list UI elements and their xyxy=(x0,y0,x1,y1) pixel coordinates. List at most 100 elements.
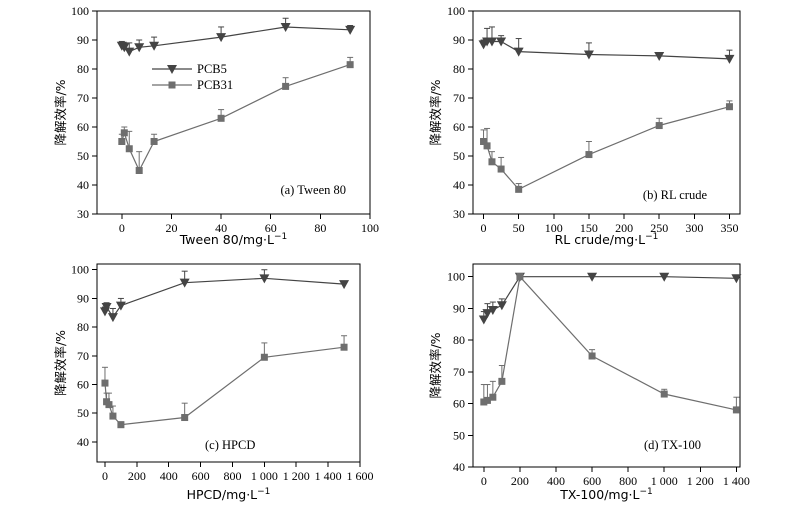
x-tick-label: 400 xyxy=(160,469,178,483)
x-tick-label: 0 xyxy=(481,474,487,488)
x-tick-label: 150 xyxy=(580,221,598,235)
data-point xyxy=(216,33,227,43)
y-axis-title: 降解效率/% xyxy=(53,330,68,396)
data-point xyxy=(150,138,158,145)
x-tick-label: 800 xyxy=(223,469,241,483)
data-point xyxy=(516,273,524,281)
y-tick-label: 80 xyxy=(77,62,89,76)
data-point xyxy=(179,278,190,288)
data-point xyxy=(583,50,594,60)
series-pcb5 xyxy=(478,272,742,325)
series-line xyxy=(483,276,737,320)
panel-label: (b) RL crude xyxy=(643,188,708,202)
panel-label: (d) TX-100 xyxy=(644,438,701,452)
series-line xyxy=(121,26,351,53)
panel-4: 0 200 400 600 800 1 000 1 200 1 400 40 50 60 70 80 90… xyxy=(428,263,750,502)
data-point xyxy=(346,61,354,69)
y-tick-label: 100 xyxy=(447,270,465,284)
x-tick-label: 0 xyxy=(119,221,125,235)
data-point xyxy=(345,25,356,35)
data-point xyxy=(101,379,109,387)
data-point xyxy=(105,401,113,409)
data-point xyxy=(585,151,593,159)
data-point xyxy=(134,43,145,53)
data-point xyxy=(260,353,268,361)
y-axis-title: 降解效率/% xyxy=(428,332,443,398)
legend-marker xyxy=(167,65,177,74)
x-tick-label: 200 xyxy=(511,474,529,488)
x-tick-label: 80 xyxy=(314,221,326,235)
data-point xyxy=(498,377,506,385)
data-point xyxy=(280,22,291,32)
x-tick-label: 50 xyxy=(513,221,525,235)
data-point xyxy=(725,103,733,111)
data-point xyxy=(118,138,126,145)
series-line xyxy=(104,277,345,319)
data-point xyxy=(515,185,523,193)
data-point xyxy=(486,37,497,47)
plot-frame xyxy=(96,263,361,463)
panel-1: 0 20 40 60 80 100 30 40 50 60 70 80 90 100 Tween 80/mg… xyxy=(53,4,379,247)
series-pcb5 xyxy=(99,269,350,323)
panel-label: (a) Tween 80 xyxy=(280,183,346,197)
x-tick-label: 0 xyxy=(102,469,108,483)
y-tick-label: 50 xyxy=(453,428,465,442)
data-point xyxy=(149,41,160,51)
data-point xyxy=(731,274,742,284)
data-point xyxy=(496,37,507,47)
data-point xyxy=(282,82,290,90)
y-tick-label: 70 xyxy=(77,91,89,105)
y-tick-label: 70 xyxy=(77,349,89,363)
data-point xyxy=(588,352,596,360)
data-point xyxy=(654,51,665,61)
series-pcb31 xyxy=(118,56,354,174)
x-tick-label: 1 200 xyxy=(687,474,714,488)
y-tick-label: 100 xyxy=(447,4,465,18)
x-tick-label: 350 xyxy=(720,221,738,235)
series-line xyxy=(483,106,730,191)
data-point xyxy=(119,43,130,53)
data-point xyxy=(117,421,125,429)
plot-frame xyxy=(472,263,741,468)
y-tick-label: 50 xyxy=(77,406,89,420)
y-axis-title: 降解效率/% xyxy=(428,79,443,145)
x-tick-label: 300 xyxy=(685,221,703,235)
y-tick-label: 60 xyxy=(77,120,89,134)
x-tick-label: 1 400 xyxy=(723,474,750,488)
x-tick-label: 60 xyxy=(265,221,277,235)
x-tick-label: 1 000 xyxy=(251,469,278,483)
x-tick-label: 100 xyxy=(545,221,563,235)
legend-label: PCB5 xyxy=(197,62,227,76)
x-tick-label: 600 xyxy=(192,469,210,483)
data-point xyxy=(259,274,270,284)
data-point xyxy=(101,303,112,313)
y-tick-label: 70 xyxy=(453,91,465,105)
data-point xyxy=(489,393,497,401)
y-tick-label: 50 xyxy=(453,149,465,163)
legend-label: PCB31 xyxy=(197,78,233,92)
y-tick-label: 90 xyxy=(453,301,465,315)
data-point xyxy=(115,301,126,311)
y-tick-label: 40 xyxy=(453,178,465,192)
data-point xyxy=(181,414,189,422)
y-tick-label: 80 xyxy=(453,62,465,76)
data-point xyxy=(107,313,118,323)
x-tick-label: 1 200 xyxy=(283,469,310,483)
legend-marker xyxy=(168,81,176,89)
x-axis-title: Tween 80/mg·L−1 xyxy=(179,232,288,247)
series-pcb31 xyxy=(480,100,733,193)
data-point xyxy=(655,122,663,130)
y-tick-label: 70 xyxy=(453,365,465,379)
x-tick-label: 100 xyxy=(361,221,379,235)
x-axis-title: RL crude/mg·L−1 xyxy=(555,232,659,247)
y-tick-label: 90 xyxy=(453,33,465,47)
x-tick-label: 20 xyxy=(165,221,177,235)
x-tick-label: 0 xyxy=(481,221,487,235)
x-axis-title: HPCD/mg·L−1 xyxy=(187,487,271,502)
x-tick-label: 800 xyxy=(619,474,637,488)
y-tick-label: 100 xyxy=(71,4,89,18)
x-tick-label: 40 xyxy=(215,221,227,235)
data-point xyxy=(659,272,670,282)
data-point xyxy=(480,138,488,145)
